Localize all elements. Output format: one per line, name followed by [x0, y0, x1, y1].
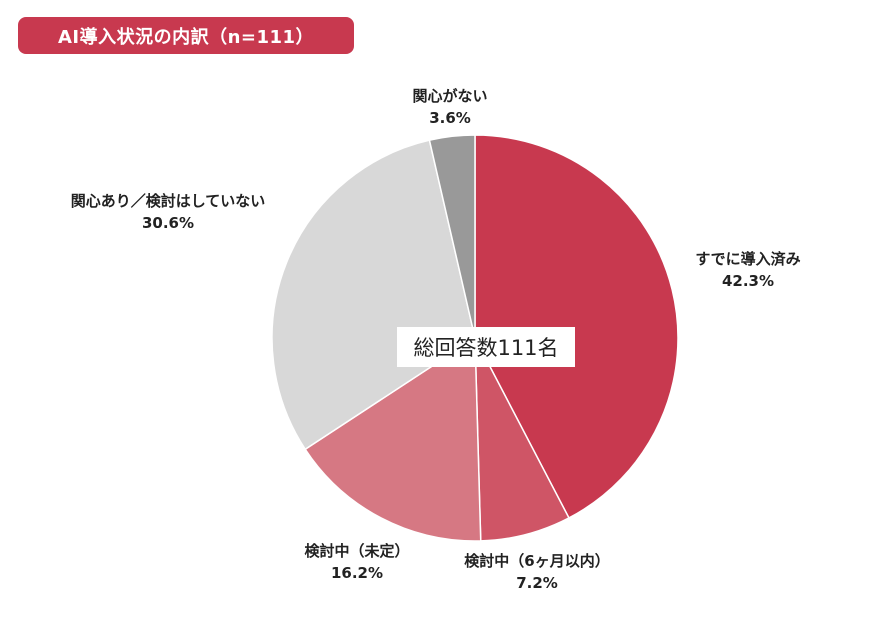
- center-label-group: 総回答数111名: [397, 327, 575, 367]
- pie-slices: [271, 134, 679, 542]
- slice-value-0: 42.3%: [722, 272, 774, 290]
- slice-label-2: 検討中（未定）: [304, 542, 409, 560]
- slice-label-0: すでに導入済み: [695, 250, 800, 268]
- slice-value-2: 16.2%: [331, 564, 383, 582]
- pie-slice-4: [428, 134, 476, 339]
- slice-labels: すでに導入済み 42.3% 検討中（6ヶ月以内） 7.2% 検討中（未定） 16.2% 関心…: [71, 87, 801, 592]
- slice-value-3: 30.6%: [142, 214, 194, 232]
- chart-title: AI導入状況の内訳（n=111）: [18, 17, 354, 54]
- slice-value-1: 7.2%: [516, 574, 558, 592]
- pie-slice-0: [474, 134, 679, 519]
- slice-label-1: 検討中（6ヶ月以内）: [464, 552, 609, 570]
- center-label-box: [397, 327, 575, 367]
- slice-value-4: 3.6%: [429, 109, 471, 127]
- pie-slice-3: [271, 139, 476, 451]
- slice-label-3: 関心あり／検討はしていない: [71, 192, 266, 210]
- pie-slice-2: [304, 336, 482, 542]
- center-label: 総回答数111名: [413, 336, 558, 360]
- slice-label-4: 関心がない: [412, 87, 487, 105]
